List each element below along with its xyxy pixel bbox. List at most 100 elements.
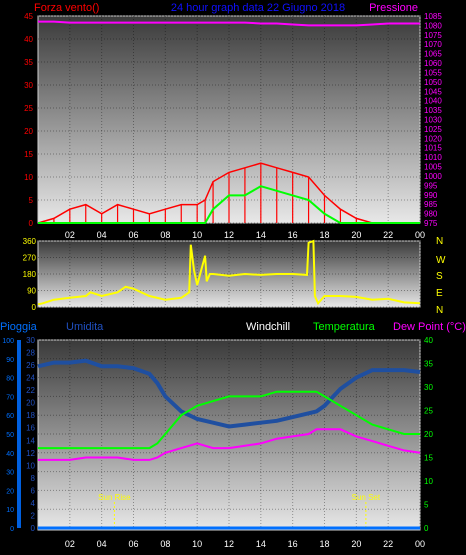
pressure-y-tick-label: 1020 — [424, 134, 442, 143]
temperature-label: Temperatura — [313, 321, 376, 333]
humidity-y-tick-label: 24 — [26, 374, 35, 383]
pressure-y-tick-label: 1000 — [424, 172, 442, 181]
rain-y-tick-label: 0 — [10, 526, 14, 533]
x-tick-label: 22 — [383, 230, 393, 240]
pressure-y-tick-label: 1065 — [424, 50, 442, 59]
direction-y-tick-label: 180 — [23, 270, 37, 279]
wind-pressure-xaxis: 02 04 06 08 10 12 14 16 18 20 22 00 — [65, 230, 425, 240]
pressure-y-tick-label: 975 — [424, 219, 438, 228]
wind-direction-series — [37, 239, 421, 306]
wind-y-tick-label: 40 — [24, 35, 33, 44]
rain-yaxis: 0 10 20 30 40 50 60 70 80 90 100 — [2, 338, 14, 533]
direction-y-tick-label: 270 — [23, 254, 37, 263]
temperature-y-tick-label: 30 — [424, 383, 433, 392]
x-tick-label: 02 — [65, 539, 75, 549]
rain-y-tick-label: 80 — [6, 376, 14, 383]
x-tick-label: 08 — [160, 230, 170, 240]
rain-y-tick-label: 30 — [6, 470, 14, 477]
wind-yaxis-left: 0 5 10 15 20 25 30 35 40 45 — [24, 12, 33, 228]
humidity-y-tick-label: 30 — [26, 336, 35, 345]
x-tick-label: 14 — [256, 230, 266, 240]
rain-y-tick-label: 40 — [6, 451, 14, 458]
x-tick-label: 20 — [351, 230, 361, 240]
x-tick-label: 12 — [224, 539, 234, 549]
pressure-y-tick-label: 990 — [424, 191, 438, 200]
pressure-yaxis-right: 9759809859909951000100510101015102010251… — [424, 12, 442, 228]
pressure-y-tick-label: 1085 — [424, 12, 442, 21]
header-left-label: Forza vento() — [34, 2, 99, 14]
pressure-y-tick-label: 985 — [424, 200, 438, 209]
humidity-y-tick-label: 20 — [26, 399, 35, 408]
header-center-title: 24 hour graph data 22 Giugno 2018 — [171, 2, 345, 14]
x-tick-label: 06 — [128, 539, 138, 549]
wind-y-tick-label: 15 — [24, 150, 33, 159]
humidity-y-tick-label: 0 — [31, 524, 36, 533]
temperature-y-tick-label: 0 — [424, 524, 429, 533]
wind-y-tick-label: 45 — [24, 12, 33, 21]
rain-y-tick-label: 20 — [6, 488, 14, 495]
humidity-y-tick-label: 18 — [26, 411, 35, 420]
dewpoint-series-line — [38, 428, 421, 461]
temperature-humidity-xaxis: 02 04 06 08 10 12 14 16 18 20 22 00 — [65, 539, 425, 549]
pressure-y-tick-label: 1060 — [424, 59, 442, 68]
pressure-y-tick-label: 1055 — [424, 68, 442, 77]
x-tick-label: 08 — [160, 539, 170, 549]
x-tick-label: 10 — [192, 539, 202, 549]
sun-annotations: Sun Rise Sun Set — [98, 493, 381, 528]
x-tick-label: 20 — [351, 539, 361, 549]
direction-series-line — [37, 239, 421, 306]
x-tick-label: 16 — [288, 230, 298, 240]
x-tick-label: 18 — [319, 230, 329, 240]
compass-letter: E — [436, 288, 443, 299]
humidity-y-tick-label: 28 — [26, 349, 35, 358]
humidity-y-tick-label: 2 — [31, 511, 36, 520]
pressure-y-tick-label: 1040 — [424, 97, 442, 106]
temperature-y-tick-label: 25 — [424, 407, 433, 416]
wind-y-tick-label: 0 — [29, 219, 34, 228]
rain-y-tick-label: 10 — [6, 507, 14, 514]
wind-y-tick-label: 30 — [24, 81, 33, 90]
compass-letter: W — [436, 255, 446, 266]
pressure-y-tick-label: 1080 — [424, 21, 442, 30]
pressure-y-tick-label: 1050 — [424, 78, 442, 87]
rain-y-tick-label: 100 — [2, 338, 14, 345]
pressure-y-tick-label: 1035 — [424, 106, 442, 115]
header-right-label: Pressione — [369, 2, 418, 14]
wind-y-tick-label: 35 — [24, 58, 33, 67]
rain-y-tick-label: 90 — [6, 357, 14, 364]
humidity-y-tick-label: 4 — [31, 499, 36, 508]
pressure-y-tick-label: 1005 — [424, 163, 442, 172]
pressure-y-tick-label: 995 — [424, 181, 438, 190]
pressure-y-tick-label: 1010 — [424, 153, 442, 162]
pressure-y-tick-label: 980 — [424, 210, 438, 219]
compass-letter: N — [436, 305, 443, 316]
rain-y-tick-label: 70 — [6, 394, 14, 401]
temperature-y-tick-label: 35 — [424, 360, 433, 369]
humidity-y-tick-label: 16 — [26, 424, 35, 433]
temperature-series-line — [38, 390, 420, 450]
gust-series-line — [38, 185, 420, 224]
x-tick-label: 06 — [128, 230, 138, 240]
wind-y-tick-label: 5 — [29, 196, 34, 205]
wind-series-line — [37, 162, 420, 224]
temperature-y-tick-label: 10 — [424, 477, 433, 486]
rain-y-tick-label: 50 — [6, 432, 14, 439]
x-tick-label: 04 — [97, 539, 107, 549]
x-tick-label: 00 — [415, 539, 425, 549]
pressure-y-tick-label: 1070 — [424, 40, 442, 49]
compass-letter: S — [436, 271, 443, 282]
temperature-y-tick-label: 20 — [424, 430, 433, 439]
x-tick-label: 14 — [256, 539, 266, 549]
x-tick-label: 16 — [288, 539, 298, 549]
humidity-y-tick-label: 10 — [26, 461, 35, 470]
temperature-humidity-series — [37, 358, 421, 530]
wind-y-tick-label: 25 — [24, 104, 33, 113]
x-tick-label: 18 — [319, 539, 329, 549]
x-tick-label: 00 — [415, 230, 425, 240]
windchill-label: Windchill — [246, 321, 290, 333]
humidity-y-tick-label: 26 — [26, 361, 35, 370]
humidity-y-tick-label: 12 — [26, 449, 35, 458]
